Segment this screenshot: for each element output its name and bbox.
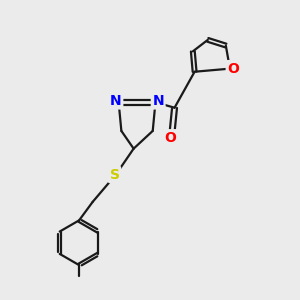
Text: N: N bbox=[152, 94, 164, 108]
Text: N: N bbox=[110, 94, 122, 108]
Text: O: O bbox=[164, 131, 176, 145]
Text: O: O bbox=[227, 61, 239, 76]
Text: S: S bbox=[110, 167, 119, 182]
